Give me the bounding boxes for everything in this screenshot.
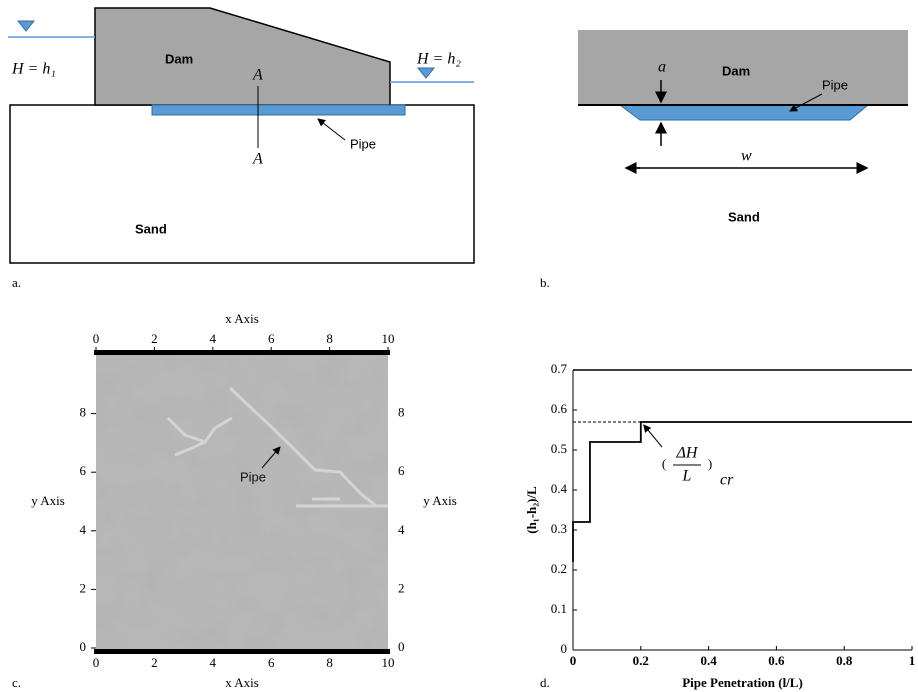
panel-label: b. — [540, 275, 550, 290]
x-axis-label: x Axis — [225, 675, 259, 690]
water-symbol — [418, 68, 434, 78]
frame-bar — [94, 649, 390, 654]
section-label: A — [252, 67, 263, 84]
annotation-paren: ) — [708, 456, 712, 471]
x-tick-label: 8 — [326, 655, 333, 670]
x-tick-label: 0.8 — [836, 653, 853, 668]
y-tick-label: 4 — [398, 522, 405, 537]
annotation-denominator: L — [682, 468, 692, 485]
panel-c-image — [94, 350, 390, 654]
thickness-label: a — [658, 59, 666, 76]
annotation-arrow — [644, 425, 662, 447]
x-tick-label: 0 — [570, 653, 577, 668]
y-tick-label: 6 — [80, 463, 87, 478]
head-label: H = h₂ — [416, 51, 461, 68]
pipe-label: Pipe — [350, 136, 376, 151]
y-axis-label: y Axis — [31, 493, 65, 508]
frame-bar — [94, 350, 390, 355]
sand — [10, 105, 474, 263]
x-tick-label: 8 — [326, 331, 333, 346]
x-tick-label: 0.4 — [700, 653, 717, 668]
dam-label: Dam — [722, 63, 750, 78]
annotation-subscript: cr — [720, 472, 734, 489]
y-tick-label: 8 — [80, 405, 87, 420]
y-tick-label: 0.1 — [551, 601, 567, 616]
y-tick-label: 4 — [80, 522, 87, 537]
y-tick-label: 2 — [80, 580, 87, 595]
x-tick-label: 10 — [382, 655, 395, 670]
dam — [95, 8, 390, 105]
x-tick-label: 2 — [151, 655, 158, 670]
x-axis-label: Pipe Penetration (l/L) — [682, 675, 803, 690]
y-tick-label: 8 — [398, 405, 405, 420]
panel-a: H = h₁ H = h₂ Dam A A Pipe Sand a. — [8, 8, 474, 290]
y-tick-label: 0.4 — [551, 481, 568, 496]
y-axis-label: y Axis — [423, 493, 457, 508]
annotation: Pipe — [240, 469, 266, 484]
x-tick-label: 0 — [93, 655, 100, 670]
y-tick-label: 2 — [398, 580, 405, 595]
x-tick-label: 1 — [909, 653, 916, 668]
section-label: A — [252, 151, 263, 168]
y-tick-label: 0 — [80, 639, 87, 654]
y-tick-label: 0.5 — [551, 441, 567, 456]
x-tick-label: 2 — [151, 331, 158, 346]
annotation-paren: ( — [662, 456, 666, 471]
pipe — [620, 105, 868, 120]
x-tick-label: 4 — [210, 655, 217, 670]
x-tick-label: 10 — [382, 331, 395, 346]
x-tick-label: 0 — [93, 331, 100, 346]
panel-label: d. — [540, 675, 550, 690]
dam-label: Dam — [165, 51, 193, 66]
width-label: w — [741, 148, 752, 165]
x-tick-label: 0.2 — [633, 653, 649, 668]
x-axis-label: x Axis — [225, 311, 259, 326]
y-tick-label: 6 — [398, 463, 405, 478]
panel-b: Dam a Pipe w Sand b. — [540, 30, 908, 290]
annotation-numerator: ΔH — [676, 445, 699, 462]
y-tick-label: 0.7 — [551, 361, 568, 376]
x-tick-label: 4 — [210, 331, 217, 346]
panel-label: a. — [12, 275, 21, 290]
x-tick-label: 0.6 — [768, 653, 785, 668]
pipe — [152, 105, 405, 115]
panel-label: c. — [12, 675, 21, 690]
y-tick-label: 0 — [561, 641, 568, 656]
x-tick-label: 6 — [268, 655, 275, 670]
pipe-label: Pipe — [822, 77, 848, 92]
y-tick-label: 0.2 — [551, 561, 567, 576]
head-label: H = h₁ — [11, 61, 56, 78]
y-tick-label: 0 — [398, 639, 405, 654]
sand-label: Sand — [728, 209, 760, 224]
y-axis-label: (h₁-h₂)/L — [524, 486, 539, 534]
y-tick-label: 0.3 — [551, 521, 567, 536]
figure: H = h₁ H = h₂ Dam A A Pipe Sand a. Dam a… — [0, 0, 918, 692]
water-symbol — [18, 21, 34, 31]
sand-label: Sand — [135, 221, 167, 236]
step-line — [573, 422, 912, 562]
y-tick-label: 0.6 — [551, 401, 568, 416]
x-tick-label: 6 — [268, 331, 275, 346]
